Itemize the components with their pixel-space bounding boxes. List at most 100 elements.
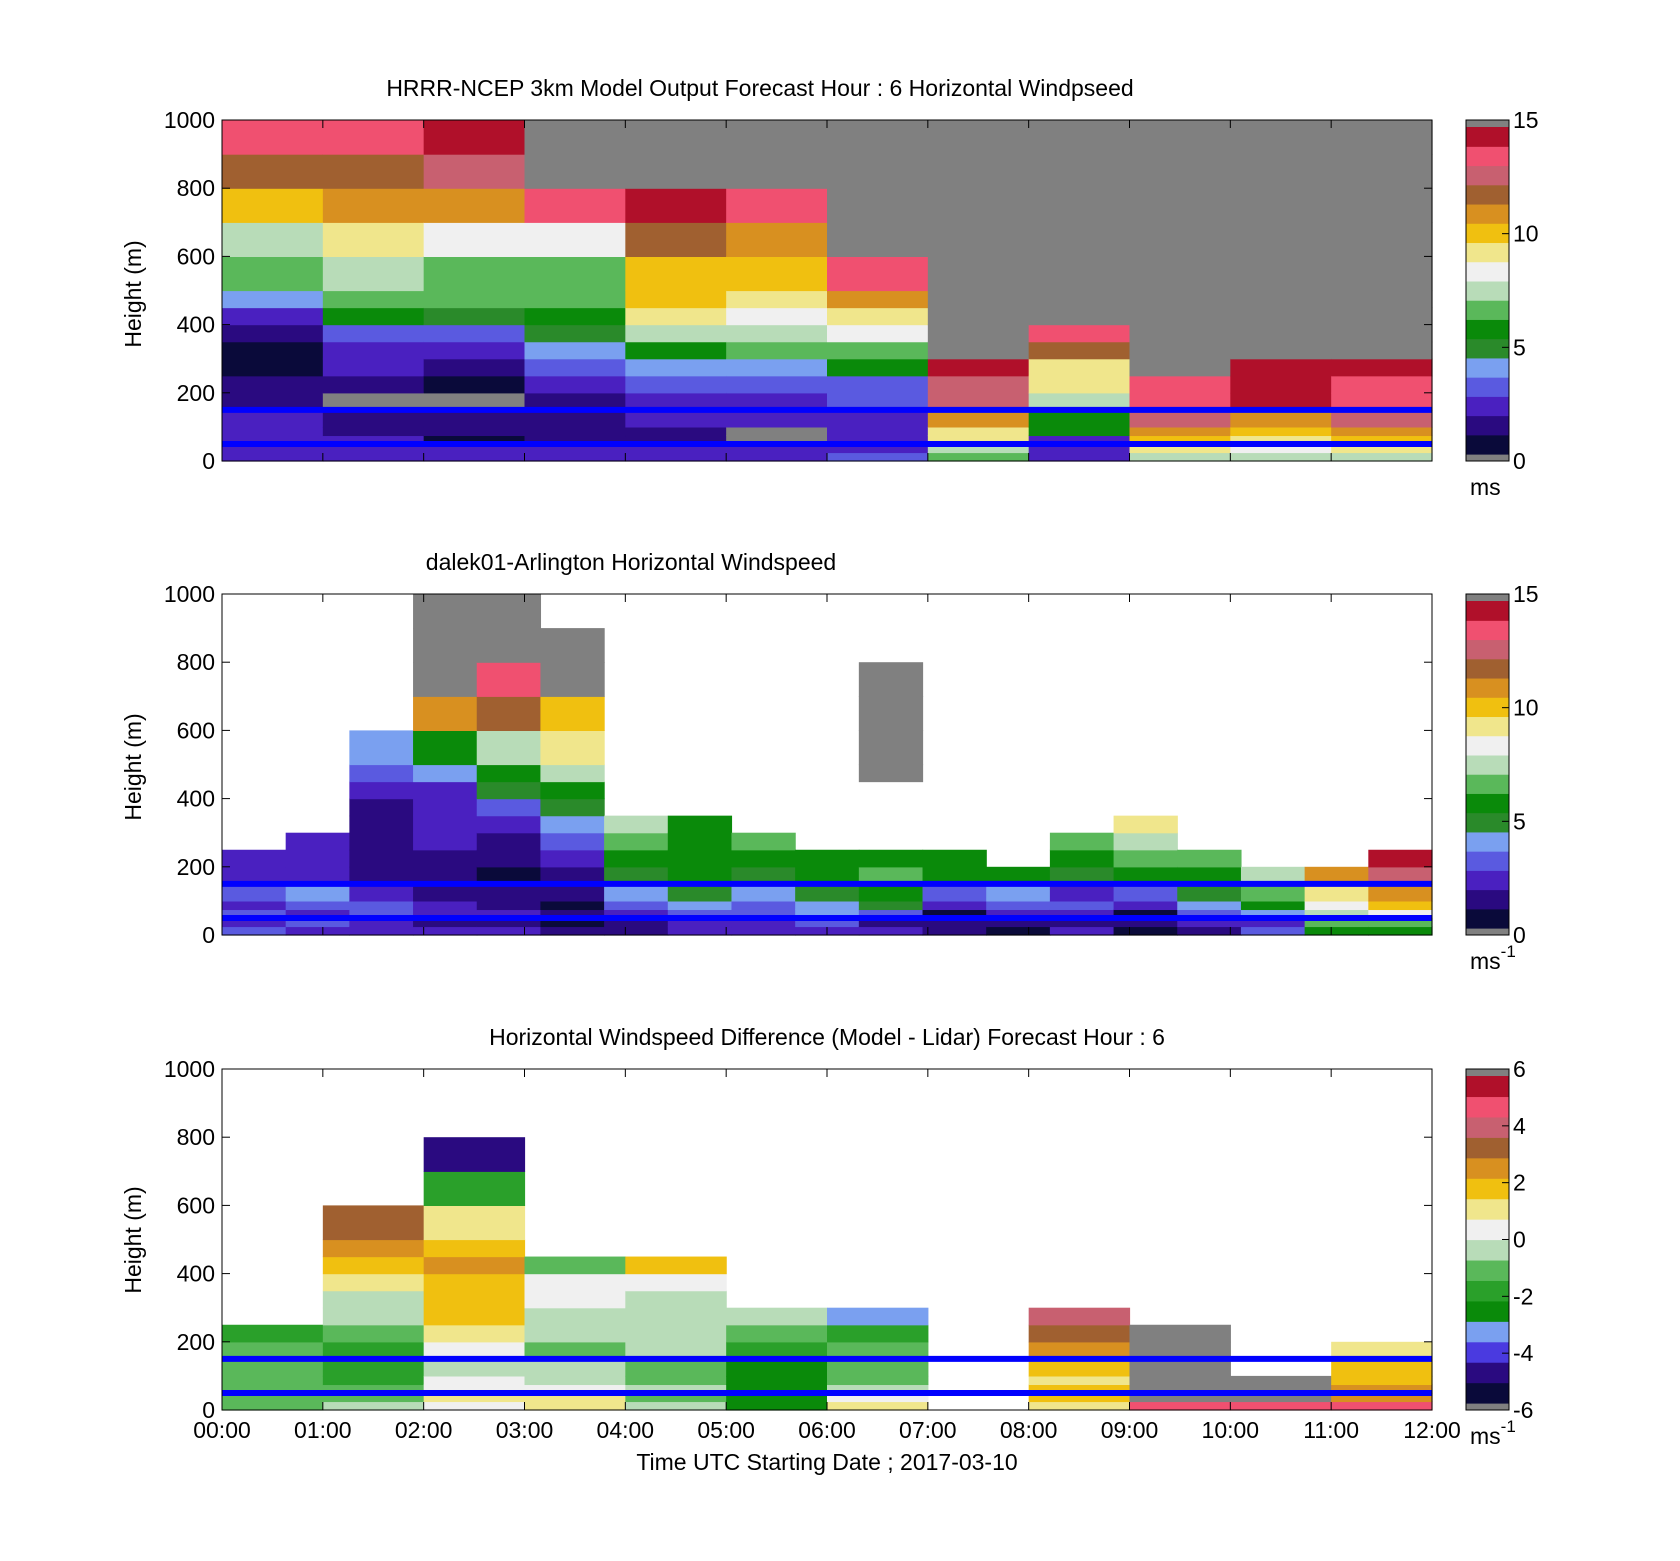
- heatmap-cell: [285, 917, 350, 928]
- heatmap-cell: [1028, 1307, 1131, 1326]
- heatmap-cell: [423, 120, 526, 155]
- heatmap-cell: [423, 1290, 526, 1309]
- colorbar-tick-label: 5: [1513, 808, 1526, 834]
- heatmap-cell: [827, 435, 929, 445]
- heatmap-cell: [1177, 900, 1242, 911]
- heatmap-cell: [927, 375, 1030, 394]
- heatmap-cell: [726, 1384, 828, 1394]
- heatmap-cell: [222, 1384, 324, 1394]
- heatmap-cell: [625, 375, 727, 394]
- heatmap-cell: [827, 1358, 929, 1377]
- heatmap-cell: [349, 866, 414, 885]
- colorbar-swatch: [1466, 1321, 1509, 1343]
- heatmap-cell: [423, 1239, 526, 1258]
- heatmap-cell: [423, 452, 526, 462]
- heatmap-cell: [927, 435, 1030, 445]
- heatmap-cell: [827, 392, 929, 411]
- colorbar-swatch: [1466, 1259, 1509, 1281]
- heatmap-cell: [1129, 1375, 1231, 1386]
- heatmap-cell: [1028, 358, 1131, 377]
- heatmap-cell: [667, 909, 733, 919]
- heatmap-cell: [858, 764, 924, 783]
- heatmap-cell: [423, 290, 526, 309]
- heatmap-cell: [625, 1384, 727, 1394]
- heatmap-cell: [476, 696, 542, 731]
- heatmap-cell: [1230, 1401, 1332, 1411]
- heatmap-cell: [1304, 866, 1369, 885]
- x-axis-label: Time UTC Starting Date ; 2017-03-10: [636, 1449, 1017, 1475]
- heatmap-cell: [1129, 120, 1231, 155]
- colorbar-swatch: [1466, 716, 1509, 737]
- heatmap-cell: [1304, 926, 1369, 936]
- heatmap-cell: [922, 883, 987, 902]
- heatmap-cell: [1129, 1401, 1231, 1411]
- heatmap-cell: [1129, 358, 1231, 377]
- heatmap-cell: [625, 1256, 727, 1275]
- heatmap-cell: [927, 392, 1030, 411]
- colorbar-swatch: [1466, 1157, 1509, 1179]
- heatmap-cell: [222, 188, 324, 223]
- heatmap-cell: [1129, 307, 1231, 326]
- colorbar-swatch: [1466, 908, 1509, 929]
- heatmap-cell: [524, 1358, 626, 1377]
- heatmap-cell: [1368, 849, 1433, 868]
- colorbar-swatch: [1466, 793, 1509, 814]
- colorbar-tick-label: 10: [1513, 695, 1539, 721]
- colorbar-swatch: [1466, 1300, 1509, 1322]
- heatmap-cell: [731, 866, 796, 885]
- heatmap-cell: [1240, 926, 1306, 936]
- heatmap-cell: [726, 256, 828, 292]
- heatmap-cell: [322, 1290, 425, 1309]
- heatmap-cell: [423, 1341, 526, 1360]
- heatmap-cell: [524, 1392, 626, 1403]
- panel-title: HRRR-NCEP 3km Model Output Forecast Hour…: [386, 75, 1133, 101]
- colorbar-over: [1466, 1069, 1509, 1076]
- heatmap-cell: [726, 290, 828, 309]
- heatmap-cell: [726, 409, 828, 428]
- y-tick-label: 0: [202, 448, 215, 474]
- heatmap-cell: [927, 426, 1030, 437]
- heatmap-cell: [1331, 435, 1433, 445]
- heatmap-cell: [1113, 866, 1178, 885]
- heatmap-cell: [827, 188, 929, 223]
- colorbar-swatch: [1466, 735, 1509, 756]
- heatmap-cell: [726, 1401, 828, 1411]
- heatmap-cell: [413, 849, 478, 868]
- colorbar-swatch: [1466, 831, 1509, 852]
- heatmap-cell: [222, 426, 324, 437]
- heatmap-cell: [1028, 290, 1131, 309]
- colorbar-swatch: [1466, 184, 1509, 205]
- heatmap-cell: [285, 909, 350, 919]
- heatmap-cell: [413, 662, 478, 697]
- heatmap-cell: [927, 409, 1030, 428]
- heatmap-cell: [285, 900, 350, 911]
- y-tick-label: 800: [177, 649, 215, 675]
- heatmap-cell: [1331, 1401, 1433, 1411]
- colorbar-frame: [1465, 593, 1510, 936]
- heatmap-cell: [423, 1384, 526, 1394]
- heatmap-cell: [1049, 832, 1115, 851]
- heatmap-cell: [1331, 392, 1433, 411]
- heatmap-cell: [922, 900, 987, 911]
- heatmap-cell: [1240, 917, 1306, 928]
- heatmap-cell: [795, 866, 860, 885]
- heatmap-cell: [731, 926, 796, 936]
- heatmap-cell: [827, 154, 929, 189]
- heatmap-cell: [1331, 307, 1433, 326]
- x-tick-label: 00:00: [193, 1417, 251, 1443]
- heatmap-cell: [322, 1205, 425, 1241]
- heatmap-cell: [1230, 290, 1332, 309]
- heatmap-cell: [827, 256, 929, 292]
- heatmap-cell: [413, 815, 478, 834]
- heatmap-cell: [1368, 866, 1433, 885]
- heatmap-cell: [524, 341, 626, 360]
- heatmap-cell: [540, 781, 605, 800]
- heatmap-cell: [795, 883, 860, 902]
- y-tick-label: 200: [177, 854, 215, 880]
- heatmap-cell: [858, 866, 924, 885]
- y-tick-label: 600: [177, 717, 215, 743]
- heatmap-cell: [731, 909, 796, 919]
- heatmap-cell: [222, 866, 287, 885]
- heatmap-cell: [726, 307, 828, 326]
- heatmap-cell: [827, 1384, 929, 1394]
